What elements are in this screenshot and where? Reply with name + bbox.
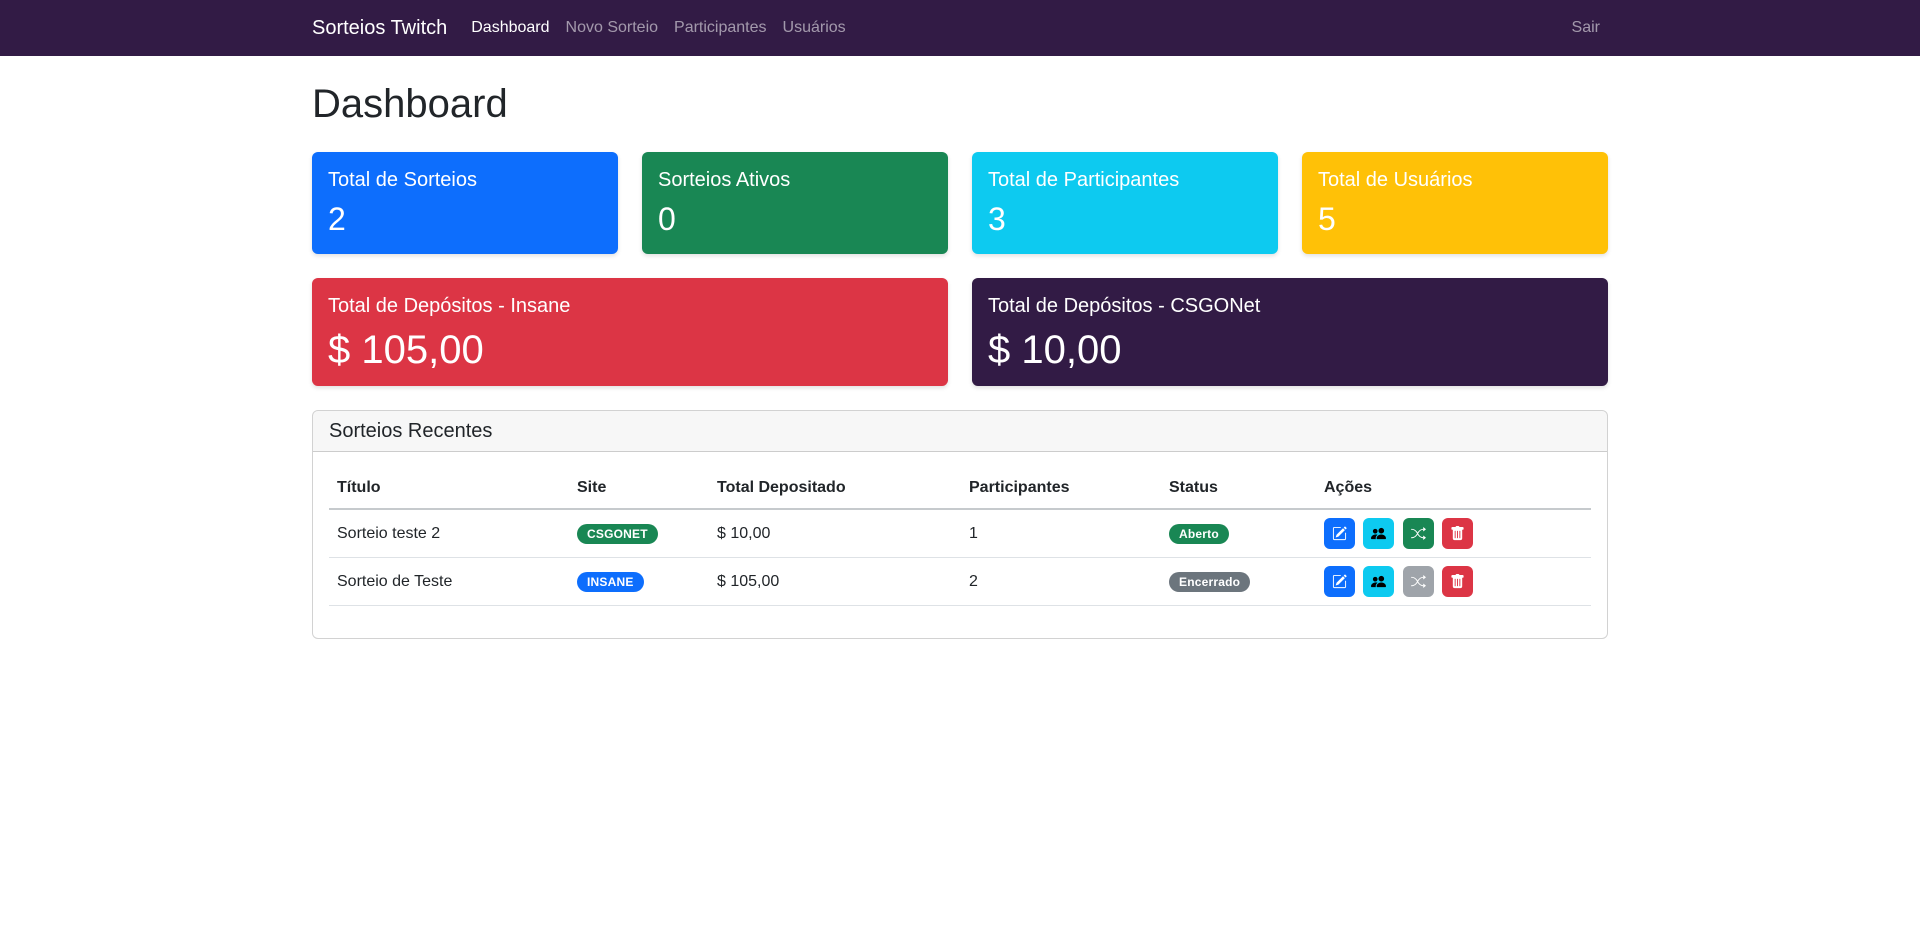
shuffle-button[interactable] xyxy=(1402,518,1434,549)
stat-card-sorteios-ativos: Sorteios Ativos 0 xyxy=(642,152,948,254)
status-badge: Aberto xyxy=(1169,523,1229,544)
pencil-square-icon xyxy=(1332,574,1347,589)
trash-button[interactable] xyxy=(1442,518,1474,549)
nav-item-participantes[interactable]: Participantes xyxy=(674,19,767,36)
deposit-card-value: $ 10,00 xyxy=(988,328,1122,372)
deposit-cards-row: Total de Depósitos - Insane $ 105,00 Tot… xyxy=(312,278,1608,386)
nav-item-dashboard[interactable]: Dashboard xyxy=(471,19,550,36)
page-title: Dashboard xyxy=(312,82,508,126)
row-actions xyxy=(1316,557,1591,606)
raffle-total-deposited: $ 10,00 xyxy=(709,509,961,558)
shuffle-icon xyxy=(1410,574,1426,589)
col-header-participantes: Participantes xyxy=(961,468,1161,510)
trash-icon xyxy=(1450,526,1465,541)
shuffle-button xyxy=(1402,566,1434,597)
stat-card-total-usuarios: Total de Usuários 5 xyxy=(1302,152,1608,254)
logout-link[interactable]: Sair xyxy=(1571,19,1600,36)
nav-item-novo-sorteio[interactable]: Novo Sorteio xyxy=(565,19,659,36)
col-header-acoes: Ações xyxy=(1316,468,1591,510)
stat-card-value: 3 xyxy=(988,201,1006,237)
deposit-card-label: Total de Depósitos - CSGONet xyxy=(988,295,1261,317)
deposit-card-insane: Total de Depósitos - Insane $ 105,00 xyxy=(312,278,948,386)
raffles-table: Título Site Total Depositado Participant… xyxy=(329,468,1591,606)
participants-button[interactable] xyxy=(1363,518,1395,549)
raffle-title: Sorteio de Teste xyxy=(329,557,569,606)
stat-card-label: Total de Usuários xyxy=(1318,169,1473,191)
pencil-square-icon xyxy=(1332,526,1347,541)
deposit-card-csgonet: Total de Depósitos - CSGONet $ 10,00 xyxy=(972,278,1608,386)
trash-button[interactable] xyxy=(1442,566,1474,597)
edit-button[interactable] xyxy=(1324,518,1355,549)
raffle-title: Sorteio teste 2 xyxy=(329,509,569,558)
stat-card-label: Total de Sorteios xyxy=(328,169,477,191)
brand-link[interactable]: Sorteios Twitch xyxy=(312,16,448,39)
edit-button[interactable] xyxy=(1324,566,1355,597)
recent-raffles-title: Sorteios Recentes xyxy=(313,411,1607,452)
people-icon xyxy=(1371,574,1387,589)
col-header-titulo: Título xyxy=(329,468,569,510)
trash-icon xyxy=(1450,574,1465,589)
participants-button[interactable] xyxy=(1363,566,1395,597)
recent-raffles-body: Título Site Total Depositado Participant… xyxy=(313,452,1607,638)
stat-card-value: 2 xyxy=(328,201,346,237)
status-badge: Encerrado xyxy=(1169,571,1251,592)
deposit-card-value: $ 105,00 xyxy=(328,328,484,372)
site-badge: CSGONET xyxy=(577,523,658,544)
nav-links: Dashboard Novo Sorteio Participantes Usuári… xyxy=(463,11,1563,45)
people-icon xyxy=(1371,526,1387,541)
table-row: Sorteio de Teste INSANE $ 105,00 2 Encer… xyxy=(329,557,1591,606)
deposit-card-label: Total de Depósitos - Insane xyxy=(328,295,571,317)
navbar: Sorteios Twitch Dashboard Novo Sorteio Par… xyxy=(0,0,1920,56)
raffle-participants-count: 1 xyxy=(961,509,1161,558)
shuffle-icon xyxy=(1410,526,1426,541)
stat-cards-row: Total de Sorteios 2 Sorteios Ativos 0 To… xyxy=(312,152,1608,254)
stat-card-value: 5 xyxy=(1318,201,1336,237)
col-header-status: Status xyxy=(1161,468,1316,510)
stat-card-label: Total de Participantes xyxy=(988,169,1180,191)
row-actions xyxy=(1316,509,1591,558)
col-header-total-depositado: Total Depositado xyxy=(709,468,961,510)
navbar-container: Sorteios Twitch Dashboard Novo Sorteio Par… xyxy=(300,11,1620,45)
stat-card-label: Sorteios Ativos xyxy=(658,169,791,191)
table-header-row: Título Site Total Depositado Participant… xyxy=(329,468,1591,510)
stat-card-total-sorteios: Total de Sorteios 2 xyxy=(312,152,618,254)
recent-raffles-panel: Sorteios Recentes Título Site Total Depo… xyxy=(312,410,1608,639)
nav-item-usuários[interactable]: Usuários xyxy=(782,19,846,36)
raffle-participants-count: 2 xyxy=(961,557,1161,606)
table-row: Sorteio teste 2 CSGONET $ 10,00 1 Aberto xyxy=(329,509,1591,558)
main-container: Dashboard Total de Sorteios 2 Sorteios A… xyxy=(300,56,1620,639)
stat-card-value: 0 xyxy=(658,201,676,237)
raffle-total-deposited: $ 105,00 xyxy=(709,557,961,606)
col-header-site: Site xyxy=(569,468,709,510)
stat-card-total-participantes: Total de Participantes 3 xyxy=(972,152,1278,254)
site-badge: INSANE xyxy=(577,571,644,592)
